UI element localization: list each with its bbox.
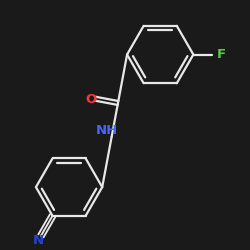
Text: F: F — [216, 48, 226, 61]
Text: O: O — [85, 94, 96, 106]
Text: N: N — [32, 234, 44, 248]
Text: NH: NH — [96, 124, 118, 138]
